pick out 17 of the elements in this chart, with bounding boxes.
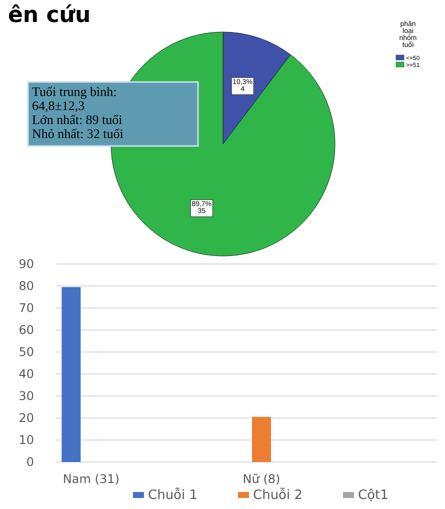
y-tick-label: 30 (18, 389, 34, 403)
y-tick-label: 80 (18, 279, 34, 293)
legend-label: Chuỗi 2 (253, 487, 303, 503)
legend-label: Chuỗi 1 (148, 487, 198, 503)
y-tick-label: 10 (18, 433, 34, 447)
y-tick-label: 60 (18, 323, 34, 337)
y-tick-label: 40 (18, 367, 34, 381)
y-tick-label: 70 (18, 301, 34, 315)
chart-title: ên cứu (8, 3, 91, 28)
y-tick-label: 50 (18, 345, 34, 359)
x-tick-label: Nam (31) (62, 472, 120, 486)
y-tick-label: 20 (18, 411, 34, 425)
y-tick-label: 90 (18, 257, 34, 271)
y-tick-label: 0 (26, 455, 34, 469)
x-tick-label: Nữ (8) (242, 472, 280, 486)
legend-label: Cột1 (358, 488, 388, 503)
text: Tuổi trung bình: 64,8±12,3 Lớn nhất: 89 tuổi Nhỏ nhất: 32 tuổi (32, 84, 124, 141)
